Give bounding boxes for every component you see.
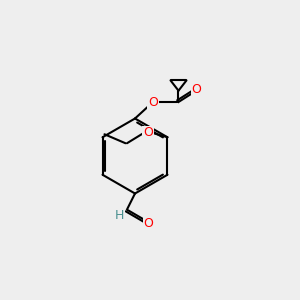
Text: O: O (192, 82, 201, 96)
Text: O: O (143, 126, 153, 139)
Text: H: H (115, 208, 124, 222)
Text: O: O (148, 95, 158, 109)
Text: O: O (144, 217, 153, 230)
